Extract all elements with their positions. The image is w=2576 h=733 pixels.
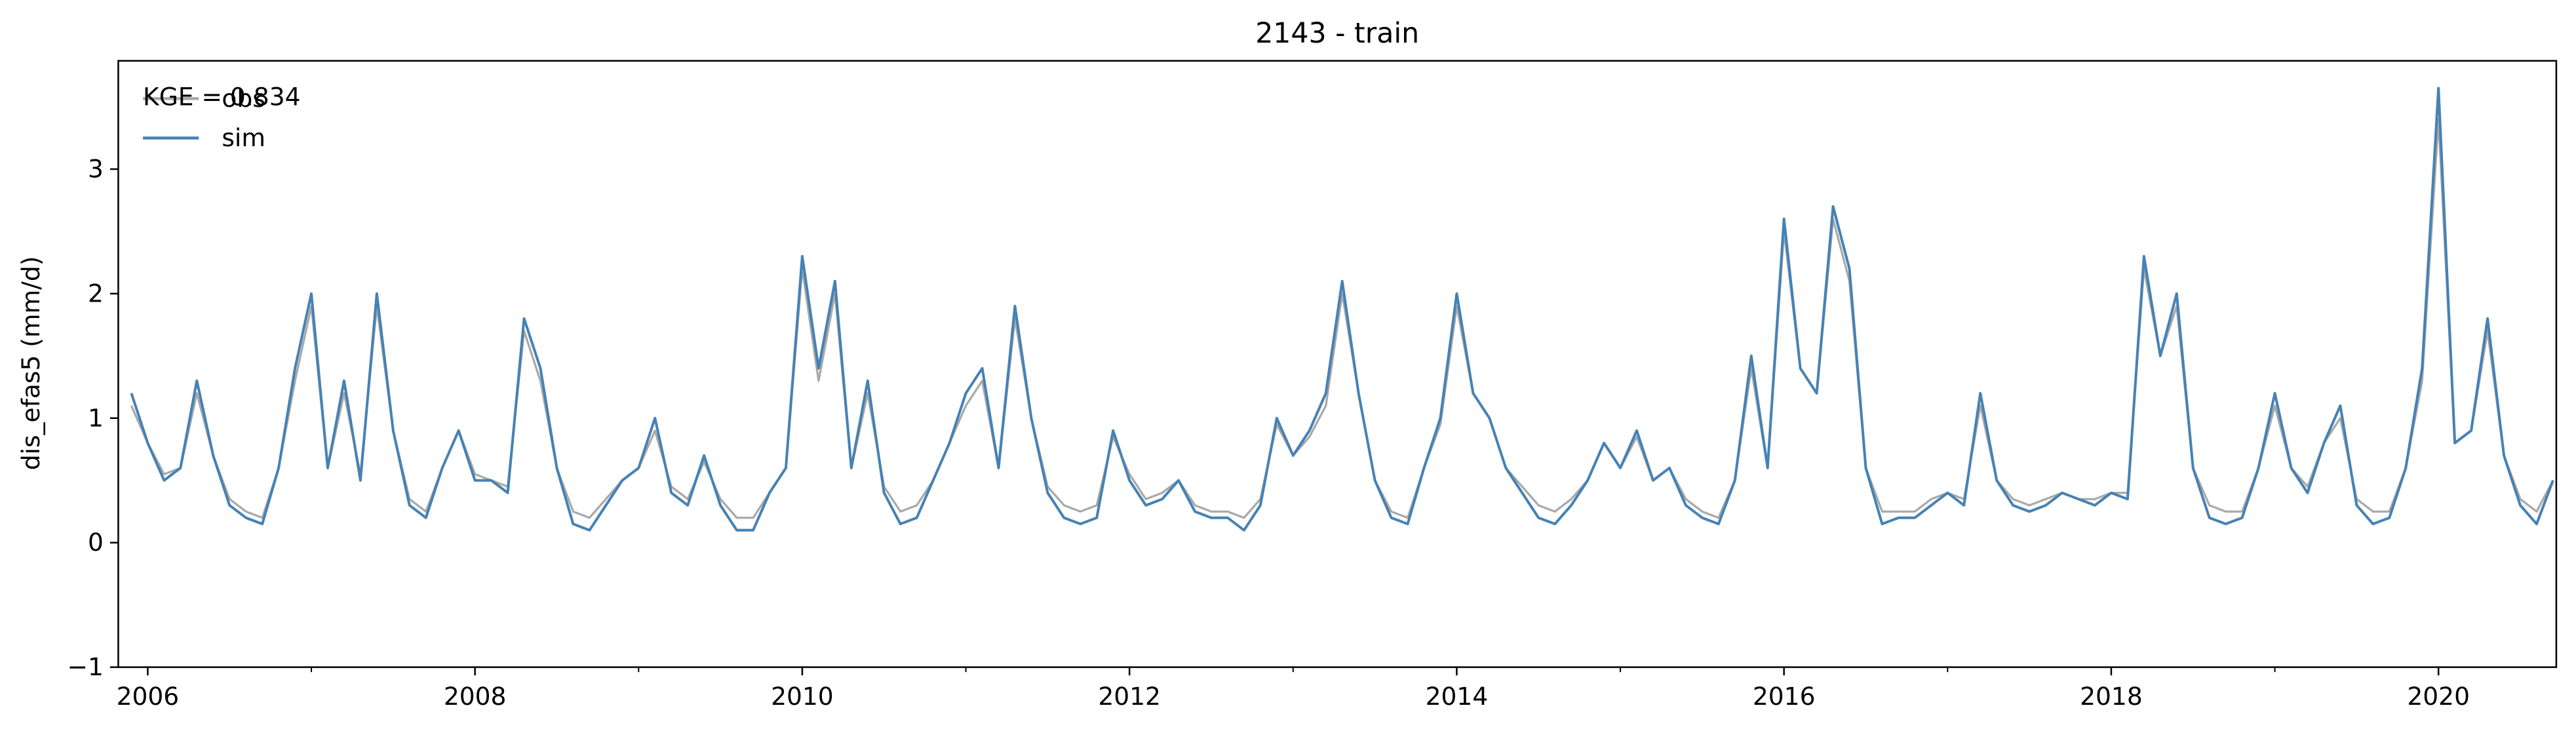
legend-label: sim [222,123,265,152]
x-tick-label: 2008 [444,682,507,711]
plot-frame [117,60,2558,668]
y-tick-label: 1 [88,403,104,432]
legend-label: obs [222,84,265,113]
annotation: KGE = 0.834 [143,82,300,111]
y-tick-label: 2 [88,279,104,307]
x-tick-label: 2006 [117,682,180,711]
series-line [130,118,2554,519]
chart-title: 2143 - train [1255,17,1419,50]
y-tick-label: 3 [88,154,104,183]
x-tick-label: 2010 [771,682,834,711]
x-tick-label: 2018 [2080,682,2143,711]
y-tick-label: 0 [88,528,104,557]
y-axis-label: dis_efas5 (mm/d) [16,256,45,471]
series-line [130,87,2554,532]
y-tick-label: −1 [67,652,103,681]
x-tick-label: 2020 [2407,682,2470,711]
x-tick-label: 2014 [1426,682,1489,711]
x-tick-label: 2012 [1098,682,1161,711]
x-tick-label: 2016 [1753,682,1816,711]
